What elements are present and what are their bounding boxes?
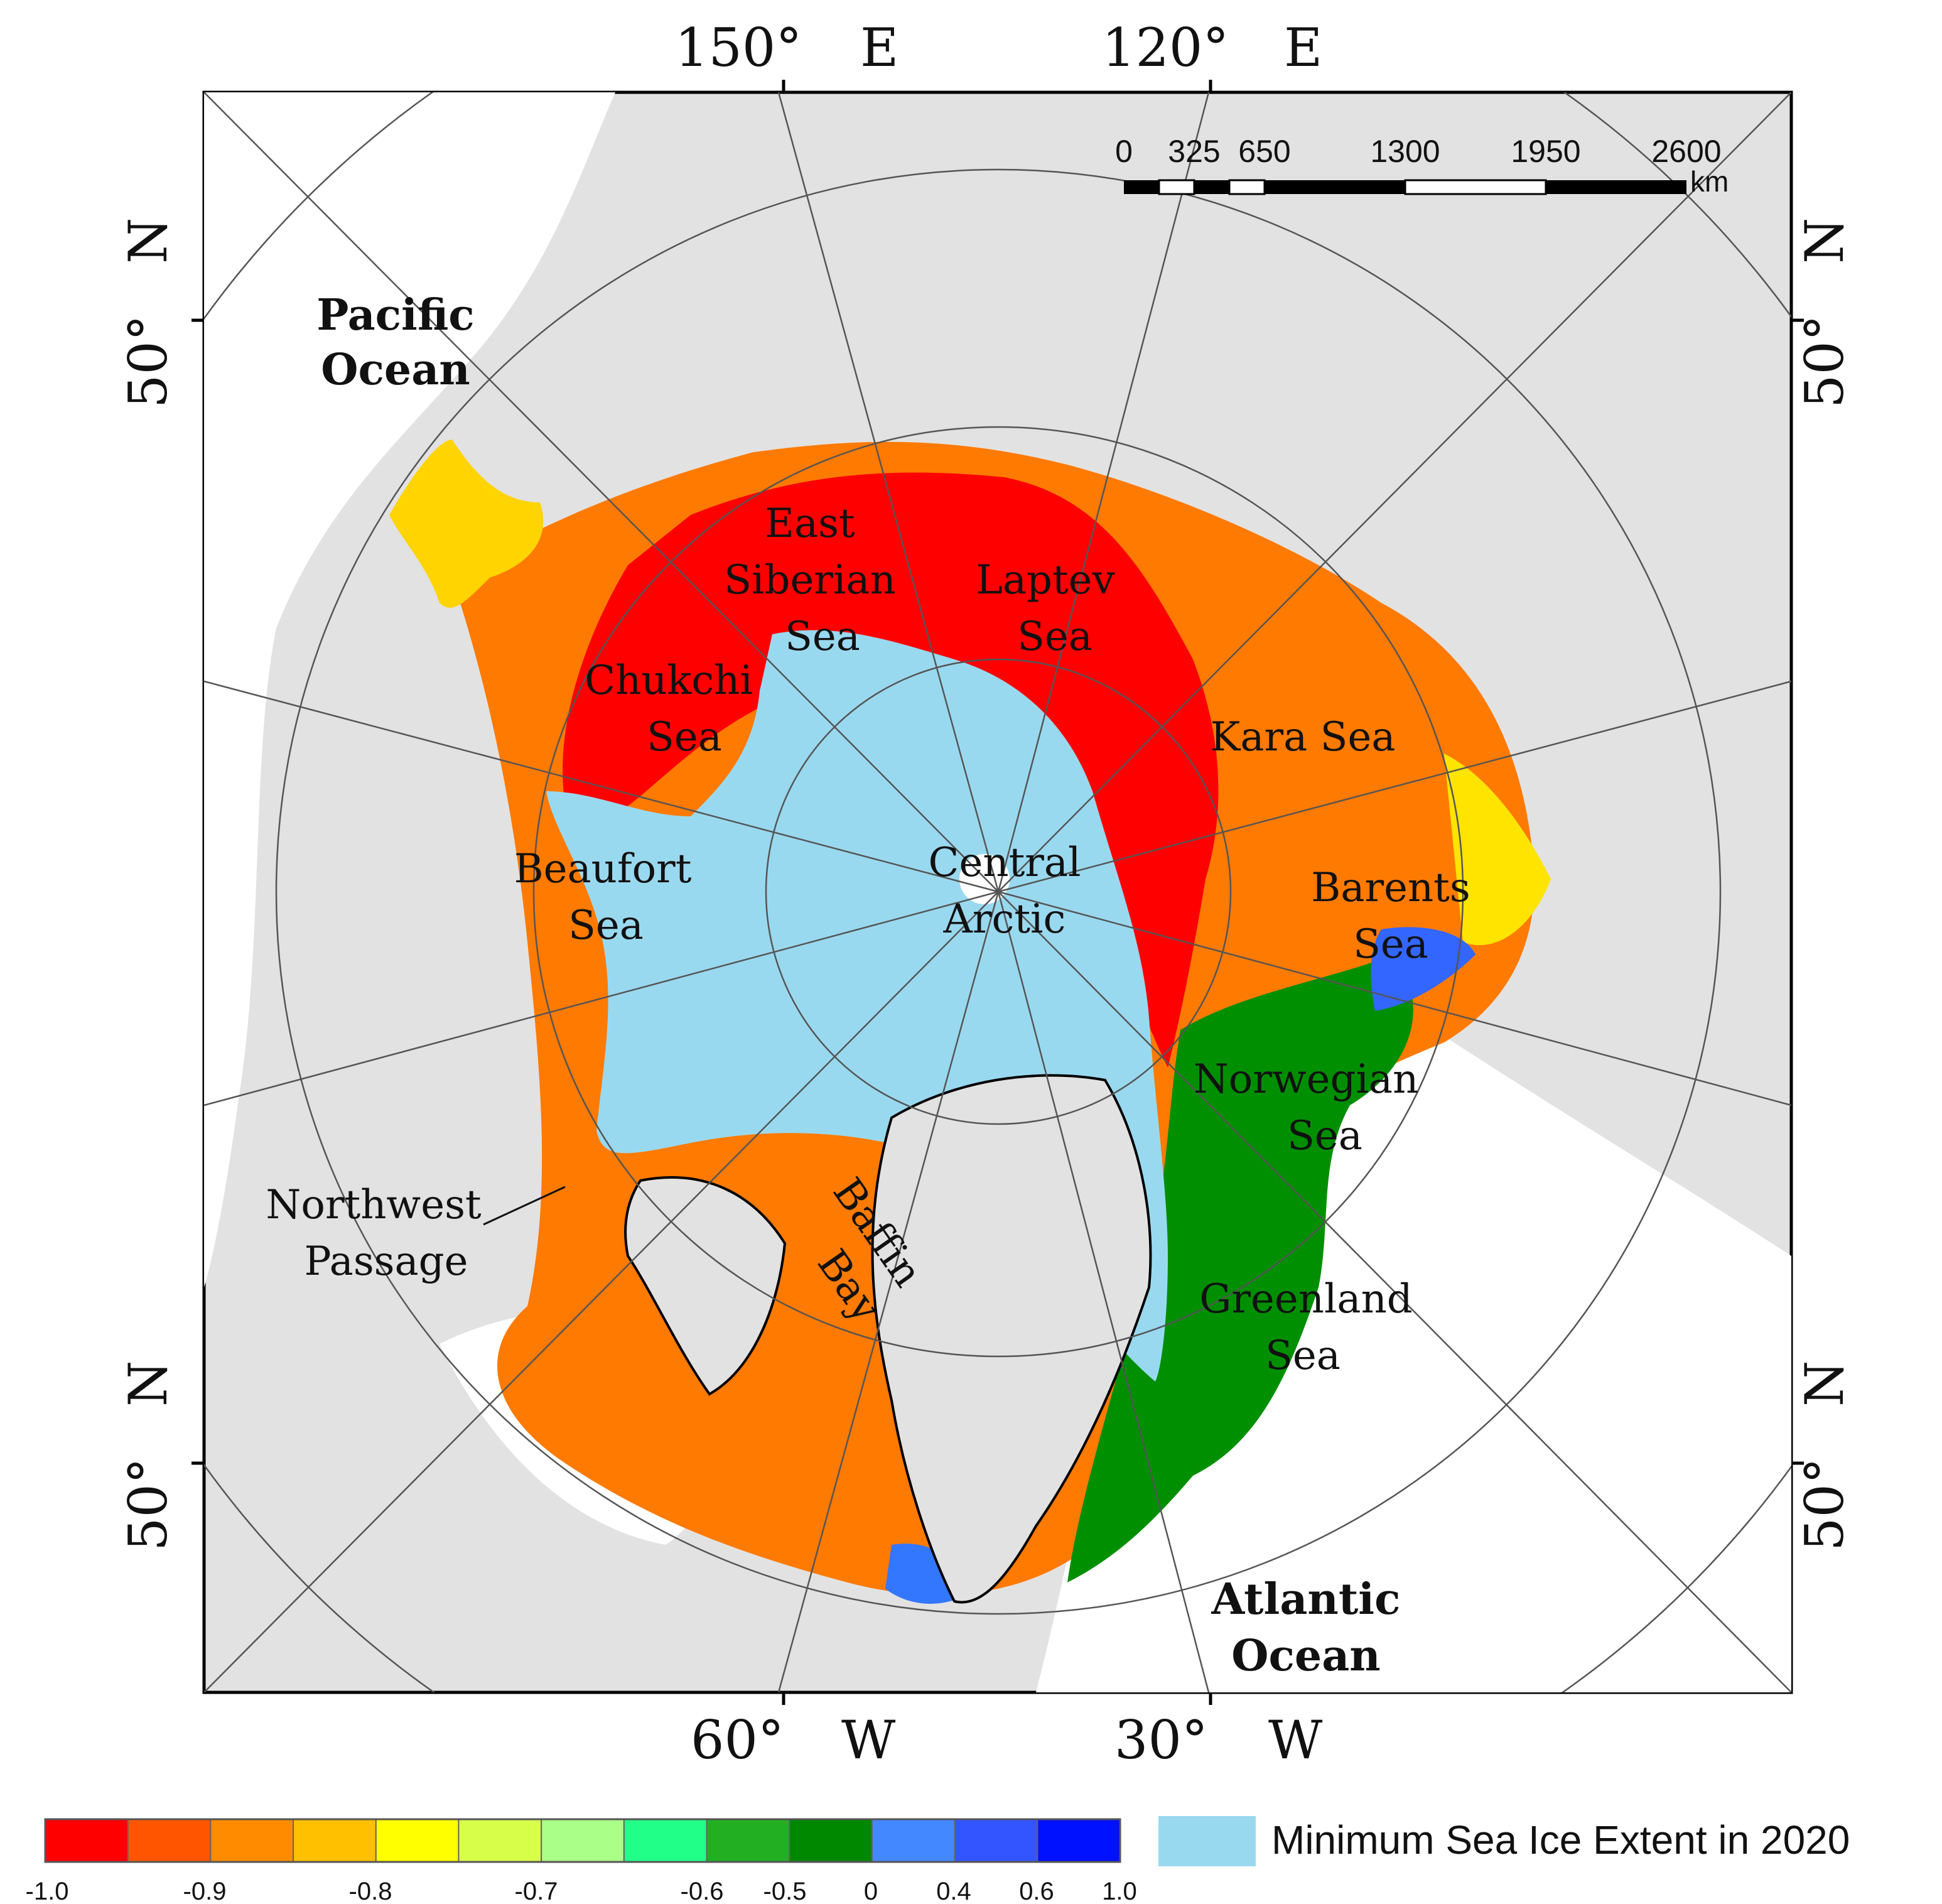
legend-color-swatch	[293, 1819, 377, 1863]
right-axis-label-deg-top: 50°	[1794, 315, 1855, 408]
norwegian-sea-label-1: Norwegian	[1194, 1056, 1419, 1103]
scale-tick-label: 1950	[1511, 134, 1580, 169]
pacific-ocean-label-line2: Ocean	[321, 345, 470, 395]
chukchi-sea-label-2: Sea	[647, 714, 722, 760]
greenland-sea-label-2: Sea	[1265, 1333, 1341, 1379]
east-siberian-sea-label-3: Sea	[785, 614, 860, 660]
top-axis-labels: 150° E 120° E	[675, 17, 1322, 78]
legend-tick-label: 0.6	[1019, 1878, 1054, 1904]
left-axis-label-dir-bottom: N	[117, 1361, 179, 1407]
northwest-passage-label-1: Northwest	[266, 1182, 482, 1228]
legend-color-swatch	[375, 1819, 460, 1863]
laptev-sea-label-1: Laptev	[976, 557, 1114, 603]
east-siberian-sea-label-1: East	[765, 500, 855, 547]
top-axis-label-dir-1: E	[860, 17, 898, 78]
right-axis-label-dir-bottom: N	[1794, 1361, 1855, 1407]
legend-color-swatch	[127, 1819, 212, 1863]
axis-ticks	[192, 80, 1804, 1705]
norwegian-sea-label-2: Sea	[1287, 1113, 1362, 1159]
scale-tick-label: 650	[1238, 134, 1290, 169]
scale-bar-segment	[1546, 180, 1686, 194]
scale-tick-label: 325	[1168, 134, 1220, 169]
graticule	[204, 92, 1791, 1692]
legend-color-swatch	[458, 1819, 542, 1863]
legend-color-swatch	[1037, 1819, 1121, 1863]
bottom-axis-labels: 60° W 30° W	[691, 1709, 1323, 1771]
scale-tick-label: 1300	[1370, 134, 1440, 169]
legend-tick-label: -0.8	[349, 1878, 392, 1904]
legend-extent-label: Minimum Sea Ice Extent in 2020	[1271, 1817, 1850, 1863]
legend-color-swatch	[210, 1819, 294, 1863]
atlantic-ocean-label-line2: Ocean	[1231, 1631, 1380, 1681]
scale-bar-segment	[1228, 179, 1266, 195]
trend-blue-patch	[1371, 927, 1475, 1011]
right-axis-label-dir-top: N	[1794, 218, 1855, 264]
legend-tick-label: 1.0	[1102, 1878, 1137, 1904]
legend: -1.0 -0.9 -0.8 -0.7 -0.6 -0.5 0 0.4 0.6 …	[26, 1816, 1850, 1904]
ocean-labels: Pacific Ocean Atlantic Ocean	[316, 290, 1400, 1681]
legend-tick-label: -0.5	[763, 1878, 807, 1904]
legend-colorbar-border	[44, 1818, 1121, 1863]
scale-bar-segment	[1265, 180, 1405, 194]
trend-green-atlantic	[1067, 955, 1413, 1582]
legend-color-swatch	[789, 1819, 873, 1863]
scale-bar-segment	[1194, 180, 1229, 194]
legend-extent-swatch	[1158, 1816, 1256, 1866]
barents-sea-label-2: Sea	[1353, 921, 1428, 968]
pacific-ocean-label-line1: Pacific	[316, 290, 474, 340]
trend-red-arc	[563, 472, 1219, 1068]
scale-bar-segment	[1404, 179, 1547, 195]
left-axis-label-deg-top: 50°	[117, 315, 179, 408]
legend-color-swatch	[541, 1819, 625, 1863]
bottom-axis-label-deg-1: 60°	[691, 1709, 784, 1771]
central-arctic-label-1: Central	[929, 840, 1081, 886]
top-axis-label-dir-2: E	[1284, 17, 1322, 78]
left-axis-label-deg-bottom: 50°	[117, 1458, 179, 1551]
barents-sea-label-1: Barents	[1311, 865, 1470, 911]
scale-tick-label: 0	[1115, 134, 1133, 169]
pacific-ocean-area	[204, 92, 615, 1287]
northwest-passage-leader-line	[483, 1186, 566, 1226]
top-axis-label-deg-2: 120°	[1102, 17, 1229, 78]
legend-tick-label: 0	[864, 1878, 878, 1904]
bottom-axis-label-dir-2: W	[1268, 1709, 1323, 1771]
trend-yellow-patch-okhotsk	[389, 440, 544, 608]
legend-tick-labels: -1.0 -0.9 -0.8 -0.7 -0.6 -0.5 0 0.4 0.6 …	[26, 1878, 1137, 1904]
scale-unit: km	[1690, 165, 1729, 198]
scale-tick-label: 2600	[1651, 134, 1721, 169]
top-axis-label-deg-1: 150°	[675, 17, 802, 78]
legend-color-swatch	[45, 1819, 129, 1863]
legend-colorbar	[45, 1819, 1121, 1863]
baffin-island-landmass	[624, 1176, 787, 1396]
left-axis-label-dir-top: N	[117, 218, 179, 264]
right-axis-label-deg-bottom: 50°	[1794, 1458, 1855, 1551]
beaufort-sea-label-1: Beaufort	[514, 846, 692, 892]
chukchi-sea-label-1: Chukchi	[585, 657, 753, 704]
scale-bar-segment	[1158, 179, 1195, 195]
beaufort-sea-label-2: Sea	[568, 902, 644, 949]
central-arctic-label-2: Arctic	[943, 896, 1066, 943]
legend-color-swatch	[706, 1819, 790, 1863]
northwest-passage-label-2: Passage	[304, 1238, 468, 1285]
bottom-axis-label-deg-2: 30°	[1114, 1709, 1208, 1771]
legend-color-swatch	[954, 1819, 1038, 1863]
atlantic-ocean-label-line1: Atlantic	[1211, 1574, 1401, 1625]
trend-yellow-patch-barents	[1444, 754, 1551, 946]
side-axis-labels: 50° N 50° N 50° N 50° N	[117, 218, 1855, 1552]
scale-bar-segment	[1124, 180, 1159, 194]
greenland-sea-label-1: Greenland	[1199, 1276, 1413, 1323]
legend-tick-label: -1.0	[26, 1878, 69, 1904]
legend-tick-label: -0.6	[681, 1878, 724, 1904]
legend-color-swatch	[871, 1819, 956, 1863]
legend-tick-label: 0.4	[936, 1878, 971, 1904]
bottom-axis-label-dir-1: W	[841, 1709, 896, 1771]
legend-tick-label: -0.9	[183, 1878, 227, 1904]
east-siberian-sea-label-2: Siberian	[724, 557, 896, 603]
scale-bar: 0 325 650 1300 1950 2600 km	[1115, 134, 1729, 198]
legend-tick-label: -0.7	[515, 1878, 558, 1904]
legend-color-swatch	[623, 1819, 708, 1863]
laptev-sea-label-2: Sea	[1017, 614, 1092, 660]
kara-sea-label: Kara Sea	[1211, 714, 1396, 760]
